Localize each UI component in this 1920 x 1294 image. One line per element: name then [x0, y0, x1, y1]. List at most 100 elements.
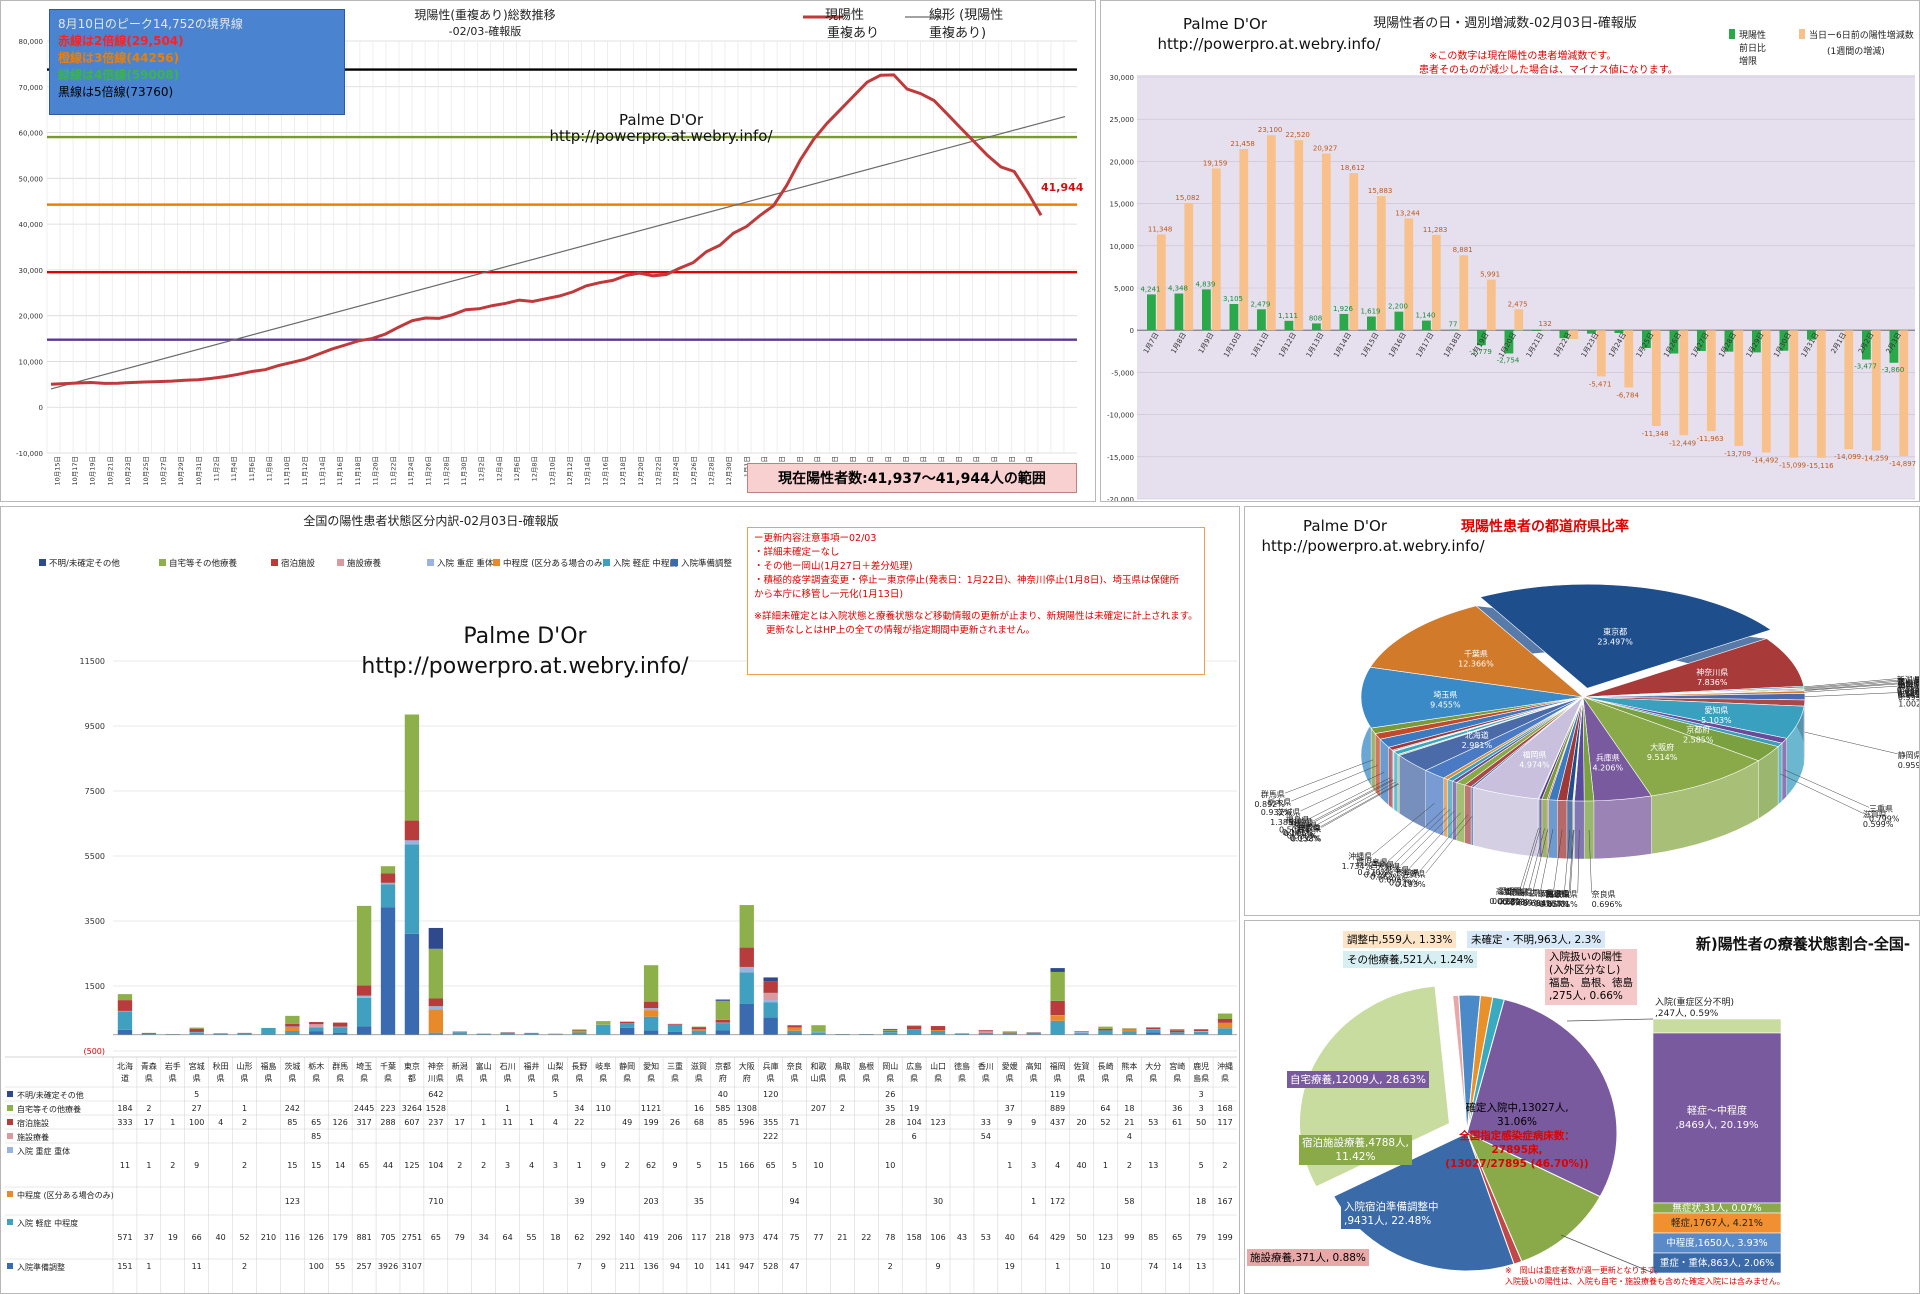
- pref-table-category-suffix: 府: [719, 1073, 727, 1083]
- pref-table-cell: 889: [1050, 1104, 1065, 1113]
- daily-ytick: -15,000: [1107, 454, 1134, 462]
- pref-ytick: 11500: [80, 657, 105, 666]
- pref-table-cell: 85: [311, 1132, 321, 1141]
- pref-bar-segment: [285, 1026, 300, 1031]
- pie1-side: [1470, 786, 1474, 846]
- pref-table-category: 青森: [141, 1061, 157, 1071]
- pref-table-cell: 43: [957, 1233, 967, 1242]
- daily-label-orange: 8,881: [1453, 246, 1473, 254]
- pref-table-cell: 2: [625, 1161, 630, 1170]
- pref-bar-segment: [596, 1024, 611, 1035]
- pref-table-cell: 4: [1127, 1132, 1132, 1141]
- pref-table-cell: 199: [643, 1118, 658, 1127]
- daily-bar-orange: [1789, 330, 1799, 458]
- pie1-label-name: 京都府: [1686, 724, 1710, 734]
- pref-table-cell: 5: [553, 1090, 558, 1099]
- trend-xtick: 12月18日: [619, 456, 627, 486]
- pref-table-cell: 79: [1196, 1233, 1206, 1242]
- care-callout-hp-2: (入外区分なし): [1549, 964, 1621, 976]
- pie1-side: [1557, 800, 1568, 859]
- daily-bar-green: [1642, 330, 1651, 349]
- pie1-leader: [1564, 829, 1571, 893]
- trend-ytick: 80,000: [19, 38, 44, 46]
- pref-table-cell: 21: [837, 1233, 847, 1242]
- pie2-hb-label: ,247人, 0.59%: [1655, 1008, 1719, 1019]
- pref-table-cell: 2: [146, 1104, 151, 1113]
- panel-prefecture-share: Palme D'Or http://powerpro.at.webry.info…: [1244, 506, 1920, 916]
- pref-table-category: 山口: [930, 1061, 946, 1071]
- pref-bar-segment: [117, 1011, 133, 1030]
- pref-table-cell: 15: [718, 1161, 728, 1170]
- pie1-leader: [1803, 678, 1897, 688]
- pref-table-cell: 474: [763, 1233, 778, 1242]
- pref-note-3: ・積極的疫学調査変更・停止ー東京停止(発表日：1月22日)、神奈川停止(1月8日…: [754, 575, 1180, 586]
- pref-table-cell: 288: [380, 1118, 395, 1127]
- pref-table-cell: 71: [789, 1118, 799, 1127]
- pref-table-cell: 11: [120, 1161, 130, 1170]
- pie1-label-name: 高知県: [1496, 886, 1520, 896]
- pie1-label-pct: 0.639%: [1510, 899, 1541, 908]
- pref-table-cell: 16: [694, 1104, 704, 1113]
- pref-table-category: 大阪: [739, 1061, 755, 1071]
- pie2-hb-segment: [1652, 1252, 1782, 1274]
- pref-table-category: 静岡: [619, 1061, 635, 1071]
- trend-ytick: 10,000: [19, 358, 44, 366]
- care-footnote-1: 入院扱いの陽性は、入院も自宅・施設療養も含めた確定入院には含みません。: [1505, 1277, 1785, 1286]
- trend-xtick: 12月2日: [478, 456, 486, 481]
- pref-table-category-suffix: 県: [384, 1074, 392, 1083]
- pref-table-cell: 4: [1055, 1161, 1060, 1170]
- pie1-label-name: 長野県: [1898, 683, 1920, 692]
- daily-label-green: 1,140: [1415, 312, 1435, 320]
- pref-bar-segment: [1050, 1015, 1065, 1021]
- pref-ytick: 5500: [85, 852, 105, 861]
- pref-bar-segment: [1122, 1029, 1137, 1032]
- pref-table-category-suffix: 県: [1149, 1074, 1157, 1083]
- pref-table-cell: 33: [981, 1118, 991, 1127]
- pie1-label-pct: 0.501%: [1279, 826, 1310, 835]
- pref-table-cell: 22: [574, 1118, 584, 1127]
- pie1-side: [1574, 800, 1585, 860]
- pref-table-rowlabel: 宿泊施設: [17, 1118, 49, 1128]
- trend-legend-linear-line2: 重複あり): [929, 25, 986, 41]
- daily-bar-orange: [1404, 218, 1414, 331]
- daily-bar-green: [1284, 320, 1294, 331]
- trend-ytick: 0: [39, 404, 43, 412]
- pref-table-cell: 10: [885, 1161, 895, 1170]
- pref-table-cell: 642: [428, 1090, 443, 1099]
- pie1-label-name: 広島県: [1529, 888, 1553, 898]
- pref-table-category-suffix: 県: [982, 1074, 990, 1083]
- pref-table-cell: 141: [715, 1262, 730, 1271]
- pref-bar-segment: [715, 1023, 731, 1031]
- pie1-label-name: 徳島県: [1509, 887, 1533, 897]
- pref-table-cell: 166: [739, 1161, 754, 1170]
- pref-legend-label: 入院準備調整: [681, 558, 733, 569]
- daily-bar-green: [1614, 330, 1624, 334]
- pref-legend-swatch: [159, 559, 166, 566]
- daily-bar-green: [1229, 303, 1239, 331]
- pie1-label-pct: 0.382%: [1498, 898, 1529, 907]
- pref-table-cell: 120: [763, 1090, 778, 1099]
- pie1-leader: [1568, 829, 1574, 893]
- trend-ytick: 70,000: [19, 84, 44, 92]
- pref-table-category: 佐賀: [1074, 1061, 1090, 1071]
- pie1-label-name: 長崎県: [1396, 867, 1420, 877]
- pref-note-6: 更新なしとはHP上の全ての情報が指定期間中更新されません。: [766, 625, 1036, 636]
- pref-table-cell: 206: [667, 1233, 682, 1242]
- pie1-label-pct: 0.069%: [1489, 897, 1520, 906]
- pref-table-cell: 203: [643, 1197, 658, 1206]
- pref-table-swatch: [7, 1119, 13, 1125]
- pref-bar-segment: [1050, 971, 1065, 1001]
- pref-bar-segment: [619, 1023, 635, 1028]
- pie1-side: [1447, 779, 1453, 840]
- pref-table-cell: 19: [1005, 1262, 1015, 1271]
- pie1-label-pct: 1.734%: [1342, 862, 1373, 871]
- pref-table-cell: 64: [1100, 1104, 1110, 1113]
- pref-table-cell: 973: [739, 1233, 754, 1242]
- pie1-label-pct: 0.072%: [1898, 691, 1920, 700]
- trend-last-value: 41,944: [1041, 181, 1084, 194]
- pref-table-category-suffix: 県: [671, 1074, 679, 1083]
- pref-table-category-suffix: 山県: [810, 1073, 826, 1083]
- pie1-label-name: 埼玉県: [1433, 689, 1457, 699]
- pref-table-category-suffix: 県: [217, 1074, 225, 1083]
- pref-table-cell: 207: [811, 1104, 826, 1113]
